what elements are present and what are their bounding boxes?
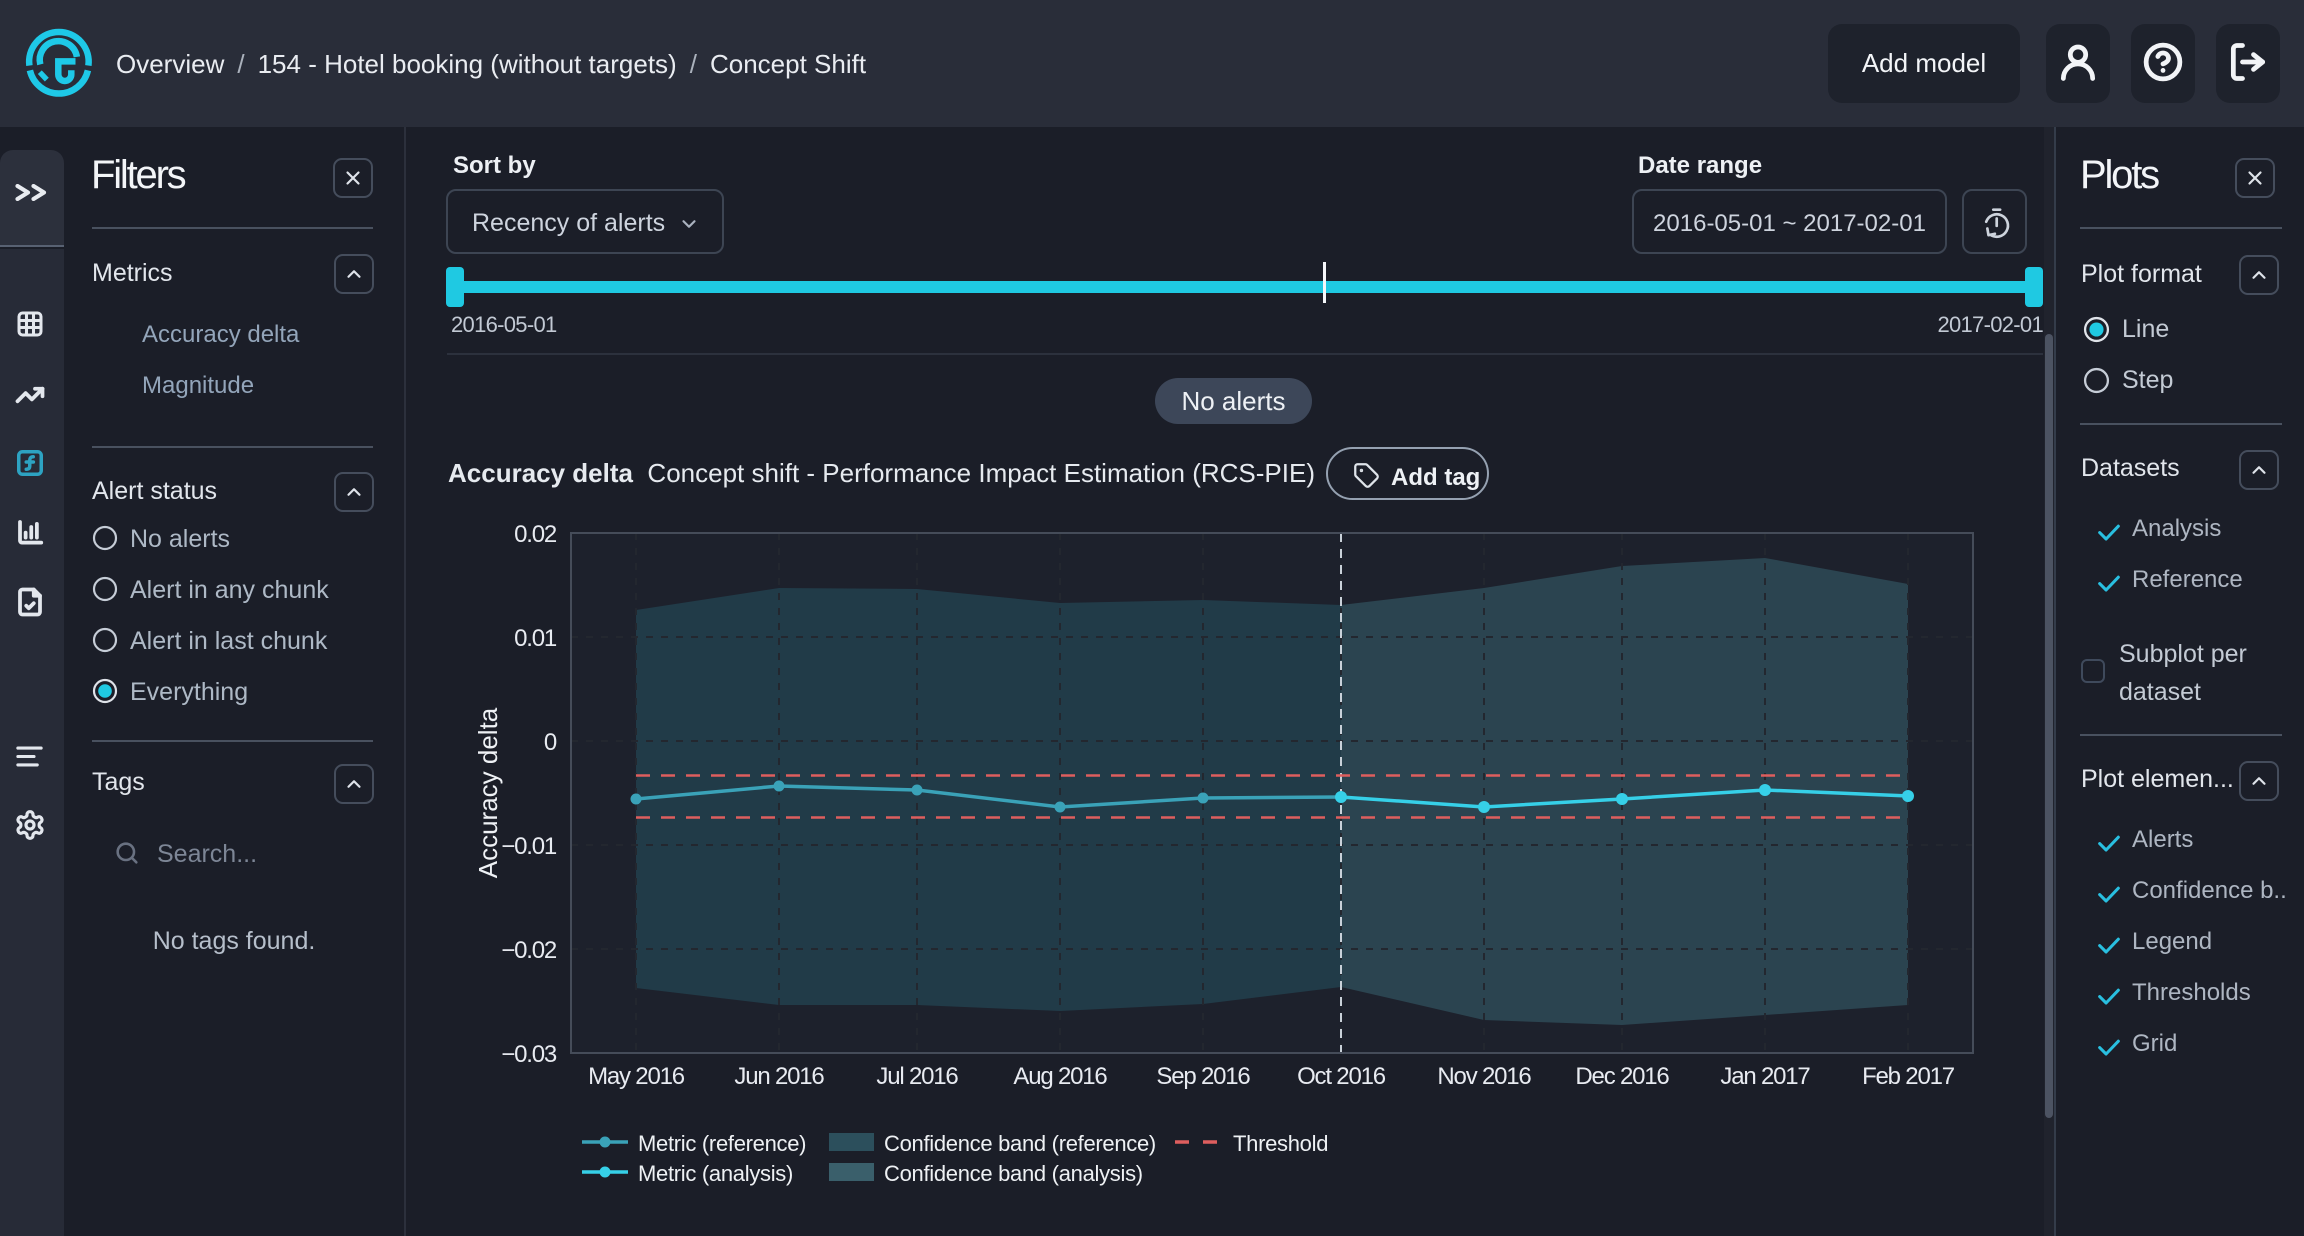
svg-text:Jul 2016: Jul 2016 <box>876 1063 958 1090</box>
svg-text:Feb 2017: Feb 2017 <box>1862 1063 1955 1090</box>
svg-text:Aug 2016: Aug 2016 <box>1013 1063 1107 1090</box>
svg-text:Nov 2016: Nov 2016 <box>1437 1063 1531 1090</box>
svg-text:Jan 2017: Jan 2017 <box>1720 1063 1810 1090</box>
svg-text:0: 0 <box>544 729 557 756</box>
svg-text:May 2016: May 2016 <box>588 1063 685 1090</box>
svg-text:Accuracy delta: Accuracy delta <box>473 707 503 878</box>
svg-text:Metric (reference): Metric (reference) <box>638 1131 806 1156</box>
svg-text:Confidence band (analysis): Confidence band (analysis) <box>884 1161 1143 1186</box>
svg-text:0.02: 0.02 <box>514 521 557 548</box>
svg-text:Confidence band (reference): Confidence band (reference) <box>884 1131 1156 1156</box>
svg-text:−0.02: −0.02 <box>501 937 557 964</box>
svg-text:Metric (analysis): Metric (analysis) <box>638 1161 793 1186</box>
svg-text:Sep 2016: Sep 2016 <box>1156 1063 1250 1090</box>
svg-text:Threshold: Threshold <box>1233 1131 1328 1156</box>
svg-text:Jun 2016: Jun 2016 <box>734 1063 824 1090</box>
svg-text:Dec 2016: Dec 2016 <box>1575 1063 1669 1090</box>
svg-text:0.01: 0.01 <box>514 625 557 652</box>
svg-text:−0.01: −0.01 <box>501 833 557 860</box>
svg-text:Oct 2016: Oct 2016 <box>1297 1063 1386 1090</box>
svg-text:−0.03: −0.03 <box>501 1041 557 1068</box>
